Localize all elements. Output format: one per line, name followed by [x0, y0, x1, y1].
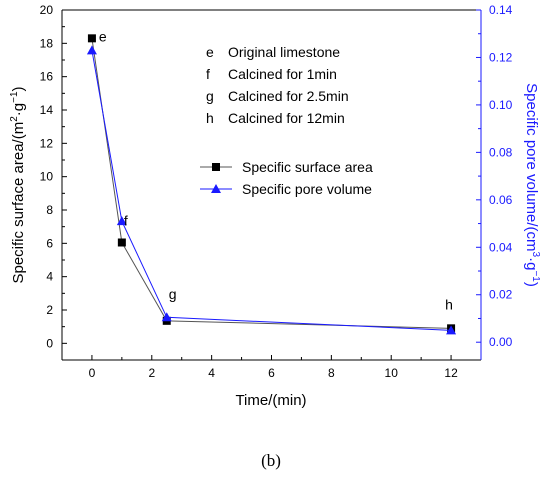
right-axis-title-sup2: −1 — [530, 270, 541, 282]
legend-label-surface-area: Specific surface area — [242, 159, 373, 175]
left-axis-title: Specific surface area/(m2·g−1) — [9, 86, 27, 283]
right-axis-title-mid: ·g — [523, 257, 540, 270]
annotation-text-e: Original limestone — [228, 44, 340, 60]
pore-volume-point — [116, 216, 127, 226]
right-axis-title-main: Specific pore volume/(cm — [523, 83, 540, 251]
left-y-tick-label: 4 — [46, 270, 53, 284]
right-y-tick-label: 0.14 — [489, 3, 513, 17]
left-y-tick-label: 10 — [40, 170, 54, 184]
left-axis-title-end: ) — [10, 86, 27, 91]
x-axis-title: Time/(min) — [235, 392, 306, 409]
right-axis-title: Specific pore volume/(cm3·g−1) — [523, 83, 541, 287]
left-y-tick-label: 0 — [46, 336, 53, 350]
x-tick-label: 10 — [385, 366, 399, 380]
figure-caption: (b) — [261, 451, 281, 470]
ticks-layer: 0 2 4 6 8 10 12 0 2 4 6 8 10 12 14 16 18 20 0.00 0.02 0.04 0.… — [40, 3, 513, 380]
x-tick-label: 8 — [328, 366, 335, 380]
right-y-tick-label: 0.02 — [489, 288, 513, 302]
right-y-tick-label: 0.06 — [489, 193, 513, 207]
pore-volume-point — [446, 325, 457, 335]
legend-label-pore-volume: Specific pore volume — [242, 181, 372, 197]
right-y-tick-label: 0.08 — [489, 145, 513, 159]
annotation-key-e: e — [206, 44, 214, 60]
right-axis-title-sup1: 3 — [530, 252, 541, 258]
left-axis-title-mid: ·g — [10, 103, 27, 116]
left-axis-title-sup1: 2 — [9, 116, 20, 122]
x-tick-label: 4 — [208, 366, 215, 380]
left-y-tick-label: 16 — [40, 70, 54, 84]
annotation-key-h: h — [206, 110, 214, 126]
left-axis-title-sup2: −1 — [9, 91, 20, 103]
legend-marker-triangle — [211, 184, 221, 193]
right-y-tick-label: 0.04 — [489, 240, 513, 254]
annotation-text-f: Calcined for 1min — [228, 66, 337, 82]
series-line-surface-area — [91, 38, 452, 329]
left-y-tick-label: 8 — [46, 203, 53, 217]
left-y-tick-label: 12 — [40, 136, 54, 150]
right-y-tick-label: 0.12 — [489, 50, 513, 64]
x-tick-label: 2 — [148, 366, 155, 380]
series-line-pore-volume — [91, 50, 452, 331]
legend: Specific surface area Specific pore volu… — [200, 159, 373, 197]
x-tick-label: 0 — [89, 366, 96, 380]
pore-volume-point — [86, 45, 97, 55]
left-y-tick-label: 2 — [46, 303, 53, 317]
right-axis-title-end: ) — [523, 282, 540, 287]
annotation-key-f: f — [206, 66, 210, 82]
point-label-h: h — [445, 296, 453, 312]
x-tick-label: 12 — [444, 366, 458, 380]
left-y-tick-label: 20 — [40, 3, 54, 17]
left-y-tick-label: 6 — [46, 236, 53, 250]
left-y-tick-label: 14 — [40, 103, 54, 117]
legend-marker-square — [212, 163, 220, 171]
surface-area-point — [87, 34, 96, 43]
point-label-g: g — [169, 286, 177, 302]
surface-area-point — [117, 238, 126, 247]
annotation-text-h: Calcined for 12min — [228, 110, 345, 126]
annotation-key-g: g — [206, 88, 214, 104]
point-label-e: e — [99, 28, 107, 44]
annotation-text-g: Calcined for 2.5min — [228, 88, 349, 104]
right-y-tick-label: 0.00 — [489, 335, 513, 349]
left-axis-title-main: Specific surface area/(m — [10, 122, 27, 284]
left-y-tick-label: 18 — [40, 36, 54, 50]
point-label-f: f — [124, 213, 128, 229]
right-y-tick-label: 0.10 — [489, 98, 513, 112]
annotation-block: e Original limestone f Calcined for 1min… — [206, 44, 349, 126]
x-tick-label: 6 — [268, 366, 275, 380]
pore-volume-point — [161, 312, 172, 322]
